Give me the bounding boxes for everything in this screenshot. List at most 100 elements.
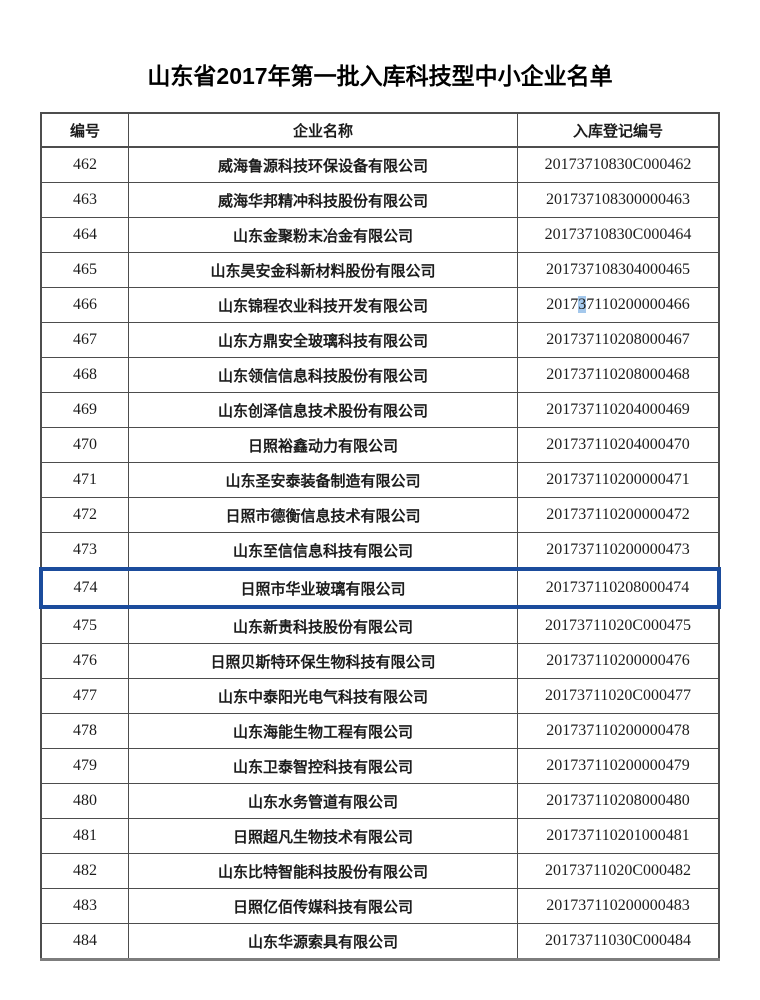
table-row-selected: 474 日照市华业玻璃有限公司 201737110208000474 <box>39 567 721 609</box>
cell-number: 477 <box>40 678 129 714</box>
cell-number: 474 <box>39 567 129 609</box>
cell-registration-code: 201737110200000471 <box>517 462 720 498</box>
table-row: 470 日照裕鑫动力有限公司 201737110204000470 <box>40 427 720 463</box>
table-row: 476 日照贝斯特环保生物科技有限公司 201737110200000476 <box>40 643 720 679</box>
cell-registration-code: 201737110208000467 <box>517 322 720 358</box>
cell-number: 468 <box>40 357 129 393</box>
table-row: 463 威海华邦精冲科技股份有限公司 201737108300000463 <box>40 182 720 218</box>
cell-company-name: 山东至信信息科技有限公司 <box>128 532 518 570</box>
cell-company-name: 日照贝斯特环保生物科技有限公司 <box>128 643 518 679</box>
table-row: 469 山东创泽信息技术股份有限公司 201737110204000469 <box>40 392 720 428</box>
cell-registration-code: 201737110208000480 <box>517 783 720 819</box>
cell-number: 470 <box>40 427 129 463</box>
cell-registration-code: 201737110204000470 <box>517 427 720 463</box>
cell-company-name: 山东卫泰智控科技有限公司 <box>128 748 518 784</box>
cell-registration-code: 20173711030C000484 <box>517 923 720 960</box>
cell-number: 463 <box>40 182 129 218</box>
table-row: 473 山东至信信息科技有限公司 201737110200000473 <box>40 532 720 570</box>
cell-company-name: 山东比特智能科技股份有限公司 <box>128 853 518 889</box>
cell-number: 473 <box>40 532 129 570</box>
cell-company-name: 山东方鼎安全玻璃科技有限公司 <box>128 322 518 358</box>
cell-company-name: 山东水务管道有限公司 <box>128 783 518 819</box>
cell-registration-code: 201737110208000474 <box>517 567 721 609</box>
table-header-row: 编号 企业名称 入库登记编号 <box>40 112 720 148</box>
cell-company-name: 山东华源索具有限公司 <box>128 923 518 960</box>
cell-registration-code: 20173710830C000462 <box>517 146 720 183</box>
cell-company-name: 日照超凡生物技术有限公司 <box>128 818 518 854</box>
cell-registration-code: 201737110200000483 <box>517 888 720 924</box>
column-header-number: 编号 <box>40 112 129 148</box>
cell-company-name: 日照市德衡信息技术有限公司 <box>128 497 518 533</box>
page-title: 山东省2017年第一批入库科技型中小企业名单 <box>147 63 613 89</box>
cell-registration-code: 20173711020C000477 <box>517 678 720 714</box>
cell-number: 483 <box>40 888 129 924</box>
table-header: 编号 企业名称 入库登记编号 <box>40 112 720 148</box>
cell-registration-code: 201737110200000479 <box>517 748 720 784</box>
table-row: 481 日照超凡生物技术有限公司 201737110201000481 <box>40 818 720 854</box>
cell-number: 481 <box>40 818 129 854</box>
cell-company-name: 日照亿佰传媒科技有限公司 <box>128 888 518 924</box>
cell-company-name: 山东中泰阳光电气科技有限公司 <box>128 678 518 714</box>
cell-registration-code: 201737110200000466 <box>517 287 720 323</box>
cell-number: 479 <box>40 748 129 784</box>
table-row: 477 山东中泰阳光电气科技有限公司 20173711020C000477 <box>40 678 720 714</box>
cell-registration-code: 201737110200000478 <box>517 713 720 749</box>
table-row: 472 日照市德衡信息技术有限公司 201737110200000472 <box>40 497 720 533</box>
column-header-company: 企业名称 <box>128 112 518 148</box>
table-row: 482 山东比特智能科技股份有限公司 20173711020C000482 <box>40 853 720 889</box>
cell-company-name: 威海鲁源科技环保设备有限公司 <box>128 146 518 183</box>
cell-company-name: 山东创泽信息技术股份有限公司 <box>128 392 518 428</box>
cell-company-name: 山东金聚粉末冶金有限公司 <box>128 217 518 253</box>
cell-number: 469 <box>40 392 129 428</box>
cell-registration-code: 20173711020C000475 <box>517 606 720 644</box>
table-row: 479 山东卫泰智控科技有限公司 201737110200000479 <box>40 748 720 784</box>
cell-number: 475 <box>40 606 129 644</box>
cell-number: 478 <box>40 713 129 749</box>
cell-number: 471 <box>40 462 129 498</box>
cell-number: 484 <box>40 923 129 960</box>
table-row: 467 山东方鼎安全玻璃科技有限公司 201737110208000467 <box>40 322 720 358</box>
cell-company-name: 日照市华业玻璃有限公司 <box>128 567 518 609</box>
cell-company-name: 山东圣安泰装备制造有限公司 <box>128 462 518 498</box>
cell-number: 466 <box>40 287 129 323</box>
column-header-reg-code: 入库登记编号 <box>517 112 720 148</box>
cell-number: 464 <box>40 217 129 253</box>
cell-number: 472 <box>40 497 129 533</box>
cell-number: 465 <box>40 252 129 288</box>
cell-number: 467 <box>40 322 129 358</box>
company-list-table: 编号 企业名称 入库登记编号 462 威海鲁源科技环保设备有限公司 20173710… <box>39 112 721 961</box>
cell-registration-code: 201737110200000472 <box>517 497 720 533</box>
cell-company-name: 山东海能生物工程有限公司 <box>128 713 518 749</box>
cell-number: 476 <box>40 643 129 679</box>
cell-registration-code: 201737110204000469 <box>517 392 720 428</box>
cell-registration-code: 201737110200000473 <box>517 532 720 570</box>
table-row: 462 威海鲁源科技环保设备有限公司 20173710830C000462 <box>40 146 720 183</box>
table-row: 484 山东华源索具有限公司 20173711030C000484 <box>40 923 720 960</box>
table-body: 462 威海鲁源科技环保设备有限公司 20173710830C000462 463 威海… <box>39 146 721 960</box>
cell-number: 462 <box>40 146 129 183</box>
table-row: 475 山东新贵科技股份有限公司 20173711020C000475 <box>40 606 720 644</box>
cell-company-name: 山东锦程农业科技开发有限公司 <box>128 287 518 323</box>
table-row: 466 山东锦程农业科技开发有限公司 201737110200000466 <box>40 287 720 323</box>
table-row: 465 山东昊安金科新材料股份有限公司 201737108304000465 <box>40 252 720 288</box>
cell-number: 480 <box>40 783 129 819</box>
table-row: 483 日照亿佰传媒科技有限公司 201737110200000483 <box>40 888 720 924</box>
table-row: 471 山东圣安泰装备制造有限公司 201737110200000471 <box>40 462 720 498</box>
table-row: 468 山东领信信息科技股份有限公司 201737110208000468 <box>40 357 720 393</box>
cell-company-name: 山东新贵科技股份有限公司 <box>128 606 518 644</box>
table-row: 478 山东海能生物工程有限公司 201737110200000478 <box>40 713 720 749</box>
cell-registration-code: 201737110201000481 <box>517 818 720 854</box>
cell-registration-code: 201737108300000463 <box>517 182 720 218</box>
cell-registration-code: 20173711020C000482 <box>517 853 720 889</box>
highlighted-digit: 3 <box>578 296 587 313</box>
cell-company-name: 日照裕鑫动力有限公司 <box>128 427 518 463</box>
cell-registration-code: 201737110208000468 <box>517 357 720 393</box>
cell-registration-code: 20173710830C000464 <box>517 217 720 253</box>
cell-company-name: 山东领信信息科技股份有限公司 <box>128 357 518 393</box>
cell-registration-code: 201737108304000465 <box>517 252 720 288</box>
cell-number: 482 <box>40 853 129 889</box>
cell-registration-code: 201737110200000476 <box>517 643 720 679</box>
table-row: 464 山东金聚粉末冶金有限公司 20173710830C000464 <box>40 217 720 253</box>
cell-company-name: 威海华邦精冲科技股份有限公司 <box>128 182 518 218</box>
